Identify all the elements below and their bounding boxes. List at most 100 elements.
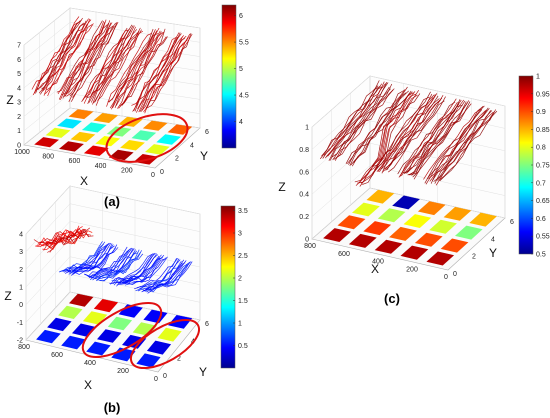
surface-line — [413, 103, 472, 180]
surface-line — [60, 243, 104, 272]
surface-line — [380, 95, 439, 170]
z-tick-label: -1 — [17, 320, 23, 327]
floor-tile — [97, 329, 122, 343]
surface-line — [48, 230, 93, 251]
surface-line — [377, 94, 436, 172]
surface-line — [384, 97, 443, 170]
floor-tile — [34, 137, 59, 148]
x-tick-label: 0 — [151, 172, 155, 179]
z-tick-label: 0 — [305, 237, 309, 244]
floor-tile — [374, 239, 403, 254]
floor-tile — [337, 215, 366, 230]
floor-tile — [146, 340, 172, 355]
x-tick-label: 400 — [84, 360, 96, 367]
x-tick-label: 800 — [304, 243, 316, 250]
surface-line — [118, 254, 162, 285]
surface-line — [350, 90, 409, 166]
colorbar-gradient — [220, 205, 236, 369]
floor-tile — [426, 251, 455, 266]
surface-line — [47, 23, 94, 97]
surface-line — [56, 20, 103, 93]
z-tick-label: 3 — [19, 249, 23, 256]
surface-line — [386, 100, 445, 170]
surface-line — [137, 36, 183, 110]
surface-line — [319, 85, 379, 160]
surface-line — [92, 32, 139, 105]
colorbar-tick-label: 0.55 — [536, 234, 550, 241]
colorbar-tick-label: 1.5 — [238, 298, 248, 305]
floor-tile — [45, 127, 71, 138]
surface-line — [110, 253, 154, 285]
surface-line — [434, 110, 493, 184]
surface-line — [35, 19, 82, 94]
surface-line — [42, 18, 89, 92]
floor-tile — [363, 221, 392, 236]
floor-tile — [69, 293, 94, 307]
colorbar-tick-label: 5.5 — [239, 40, 249, 47]
floor-tile — [107, 316, 133, 331]
surface-line — [88, 25, 135, 103]
surface-line — [354, 91, 413, 183]
floor-tile — [86, 341, 111, 356]
surface-line — [92, 249, 136, 281]
panel-b-label: (b) — [104, 400, 121, 415]
colorbar-tick-label: 0.8 — [536, 145, 546, 152]
surface-line — [106, 32, 153, 107]
surface-line — [323, 83, 383, 156]
surface-line — [406, 99, 465, 174]
colorbar-tick-label: 1 — [536, 74, 540, 81]
y-tick-label: 6 — [510, 219, 514, 226]
surface-line — [69, 22, 116, 97]
z-tick-label: 2 — [17, 114, 21, 121]
surface-line — [385, 95, 444, 171]
surface-line — [148, 261, 192, 293]
z-tick-label: 1 — [19, 285, 23, 292]
surface-line — [81, 27, 128, 102]
z-tick-label: 2 — [19, 267, 23, 274]
floor-tile — [59, 141, 84, 152]
surface-line — [328, 82, 388, 162]
y-tick-label: 6 — [205, 129, 209, 136]
surface-line — [64, 22, 112, 97]
surface-line — [97, 30, 143, 101]
z-tick-label: 3 — [17, 100, 21, 107]
surface-line — [67, 25, 114, 95]
surface-line — [357, 91, 416, 184]
colorbar-gradient — [221, 4, 237, 149]
colorbar-tick-label: 0.5 — [536, 252, 546, 259]
floor-tile — [414, 232, 443, 247]
colorbar: 0.5 0.55 0.6 0.65 0.7 0.75 0.8 0.85 0.9 0.95 1 — [518, 74, 550, 259]
surface-line — [32, 16, 80, 96]
surface-line — [144, 33, 191, 114]
surface-line — [89, 247, 134, 281]
z-tick-label: 0 — [17, 143, 21, 150]
surface-line — [108, 31, 155, 103]
surface-line — [407, 100, 466, 176]
surface-line — [117, 32, 163, 109]
floor-tile — [440, 238, 469, 253]
floor-tile — [403, 214, 432, 228]
surface-line — [83, 29, 130, 104]
floor-tile — [417, 201, 446, 216]
surface-line — [113, 27, 160, 103]
floor-tile — [122, 334, 147, 349]
surface-line — [71, 245, 115, 276]
x-tick-label: 800 — [18, 344, 30, 351]
floor-tile — [142, 120, 168, 131]
floor-tile — [131, 130, 157, 141]
x-tick-label: 1000 — [14, 149, 30, 156]
floor-tile — [108, 149, 134, 161]
colorbar-tick-label: 2 — [238, 276, 242, 283]
surface-line — [329, 82, 389, 161]
z-axis-label: Z — [278, 180, 285, 194]
surface-line — [62, 245, 107, 272]
surface-line — [86, 249, 130, 278]
panel-a-label: (a) — [104, 194, 120, 209]
z-tick-label: 4 — [19, 232, 23, 239]
z-tick-label: 0.4 — [299, 192, 309, 199]
z-tick-label: 0.6 — [299, 169, 309, 176]
